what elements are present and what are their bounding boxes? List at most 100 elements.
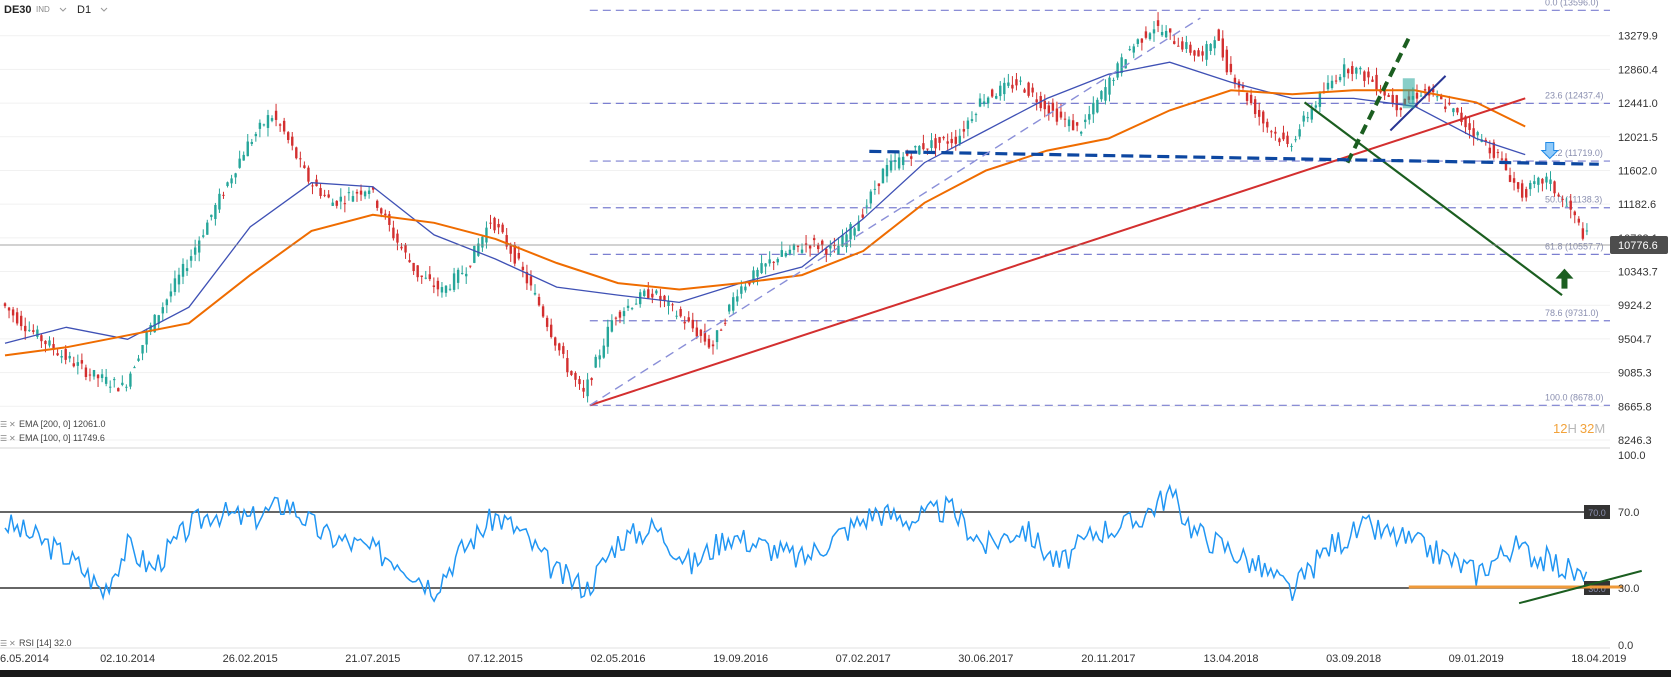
candle-body bbox=[1278, 138, 1281, 143]
candle-body bbox=[885, 164, 889, 177]
candle-body bbox=[1371, 79, 1374, 82]
candle-body bbox=[562, 346, 565, 354]
chart-header: DE30 IND D1 bbox=[4, 4, 108, 16]
ema200-line bbox=[4, 61, 1526, 344]
candle-body bbox=[683, 321, 686, 324]
candle-body bbox=[1003, 82, 1006, 95]
price-tick-label: 9504.7 bbox=[1618, 334, 1652, 346]
candle-body bbox=[481, 236, 484, 248]
candle-body bbox=[679, 309, 682, 317]
chevron-down-icon[interactable] bbox=[59, 7, 67, 12]
candle-body bbox=[169, 291, 173, 297]
candle-body bbox=[1520, 183, 1524, 198]
candle-body bbox=[477, 243, 480, 256]
candle-body bbox=[48, 340, 51, 346]
candle-body bbox=[335, 200, 338, 206]
time-tick-label: 03.09.2018 bbox=[1326, 653, 1381, 665]
candle-body bbox=[1492, 142, 1496, 158]
candle-body bbox=[825, 248, 828, 255]
candle-body bbox=[1533, 181, 1536, 185]
candle-body bbox=[1431, 88, 1435, 93]
candle-body bbox=[157, 315, 160, 324]
candle-body bbox=[671, 304, 674, 306]
candle-body bbox=[776, 258, 779, 263]
candle-body bbox=[590, 378, 593, 381]
candle-body bbox=[687, 317, 690, 322]
candle-body bbox=[934, 138, 937, 149]
candle-body bbox=[266, 115, 270, 128]
close-icon[interactable]: ✕ bbox=[9, 639, 16, 648]
candle-body bbox=[578, 379, 581, 385]
candle-body bbox=[893, 160, 897, 162]
chevron-down-icon[interactable] bbox=[100, 7, 108, 12]
countdown: 12H 32M bbox=[1553, 421, 1605, 436]
candle-body bbox=[804, 243, 808, 245]
candle-body bbox=[545, 317, 549, 327]
candle-body bbox=[493, 217, 496, 231]
rsi-tick-label: 100.0 bbox=[1618, 450, 1646, 462]
close-icon[interactable]: ✕ bbox=[9, 434, 16, 443]
candle-body bbox=[525, 271, 529, 284]
candle-body bbox=[173, 278, 177, 292]
candle-body bbox=[764, 263, 767, 267]
candle-body bbox=[52, 344, 55, 350]
candle-body bbox=[711, 344, 715, 347]
symbol-label[interactable]: DE30 bbox=[4, 4, 32, 16]
candle-body bbox=[88, 374, 92, 376]
candle-body bbox=[1221, 38, 1224, 58]
price-tick-label: 12860.4 bbox=[1618, 64, 1658, 76]
candle-body bbox=[999, 85, 1002, 97]
candle-body bbox=[343, 203, 347, 205]
candle-body bbox=[1306, 117, 1309, 119]
rsi-panel[interactable]: 70.0 30.0 bbox=[0, 483, 1642, 605]
bottom-bar bbox=[0, 670, 1671, 677]
rsi-level-label: 30.0 bbox=[1588, 584, 1606, 594]
settings-icon[interactable]: ☰ bbox=[0, 639, 7, 648]
candle-body bbox=[926, 148, 929, 150]
candle-body bbox=[533, 292, 537, 295]
candle-body bbox=[1338, 76, 1342, 81]
candle-body bbox=[60, 356, 63, 358]
candle-body bbox=[456, 269, 460, 283]
candle-body bbox=[1116, 63, 1119, 78]
price-panel[interactable]: 0.0 (13596.0) 23.6 (12437.4) 38.2 (11719.0… bbox=[0, 0, 1610, 441]
candle-body bbox=[206, 222, 209, 235]
ema200-legend: EMA [200, 0] 12061.0 bbox=[19, 419, 106, 429]
settings-icon[interactable]: ☰ bbox=[0, 434, 7, 443]
candle-body bbox=[1217, 29, 1220, 41]
interval-label[interactable]: D1 bbox=[77, 4, 91, 16]
settings-icon[interactable]: ☰ bbox=[0, 420, 7, 429]
candle-body bbox=[355, 191, 359, 194]
candle-body bbox=[392, 227, 395, 239]
time-tick-label: 18.04.2019 bbox=[1571, 653, 1626, 665]
candle-body bbox=[113, 379, 116, 381]
candle-body bbox=[1415, 92, 1419, 99]
candle-body bbox=[914, 146, 917, 148]
close-icon[interactable]: ✕ bbox=[9, 420, 16, 429]
candle-body bbox=[1193, 50, 1196, 56]
rsi-level-badge bbox=[1584, 505, 1610, 519]
time-tick-label: 09.01.2019 bbox=[1449, 653, 1504, 665]
price-tick-label: 11182.6 bbox=[1618, 199, 1656, 211]
fibonacci-level-label: 50.0 (11138.3) bbox=[1545, 195, 1602, 205]
candle-body bbox=[214, 204, 217, 220]
candle-body bbox=[129, 373, 132, 387]
candle-body bbox=[1031, 87, 1034, 93]
candle-body bbox=[1245, 92, 1249, 101]
candle-body bbox=[1181, 41, 1184, 50]
candle-body bbox=[1047, 105, 1051, 114]
indicator-legend: ☰ ✕ EMA [200, 0] 12061.0 ☰ ✕ EMA [100, 0… bbox=[0, 419, 106, 648]
candle-body bbox=[19, 315, 23, 327]
candle-body bbox=[1209, 44, 1212, 51]
candle-body bbox=[942, 137, 945, 139]
candle-body bbox=[1557, 194, 1560, 197]
candle-body bbox=[436, 280, 440, 290]
candle-body bbox=[1330, 80, 1334, 89]
candle-body bbox=[193, 247, 197, 255]
time-tick-label: 26.02.2015 bbox=[223, 653, 278, 665]
candle-body bbox=[566, 358, 569, 373]
candle-body bbox=[432, 285, 436, 288]
candle-body bbox=[339, 196, 343, 202]
candle-body bbox=[323, 194, 326, 196]
rsi-series-line bbox=[4, 483, 1588, 603]
